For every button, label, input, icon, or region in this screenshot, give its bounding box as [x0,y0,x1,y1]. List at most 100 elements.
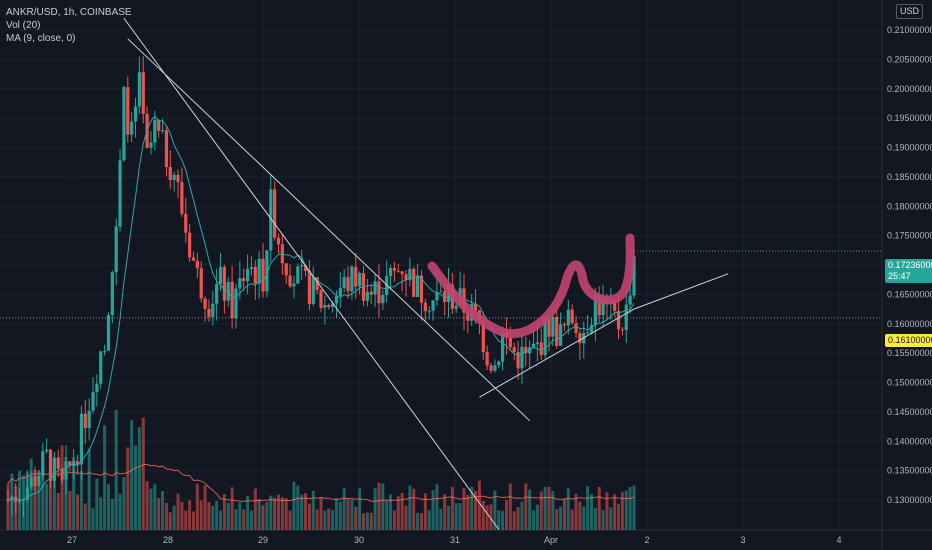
volume-bar [184,510,188,530]
volume-bar [365,512,369,530]
volume-bar [276,494,280,530]
volume-bar [489,504,493,530]
volume-bar [400,492,404,530]
volume-bar [419,512,423,530]
candle-body [33,476,37,486]
candle-body [133,106,138,122]
candle-body [597,295,601,316]
candle-body [172,174,176,181]
volume-bar [628,487,632,530]
volume-bar [49,458,53,530]
volume-bar [122,477,126,530]
volume-bar [137,427,141,530]
candle-body [168,167,172,181]
volume-bar [562,499,566,530]
volume-bar [215,500,219,530]
candle-body [358,273,362,287]
candle-body [369,291,373,295]
volume-bar [331,510,335,530]
ma-line [7,115,635,501]
candle-body [284,263,288,276]
candle-body [242,278,246,282]
volume-bar [439,509,443,530]
volume-bar [443,494,447,530]
candle-body [531,343,536,348]
symbol-label[interactable]: ANKR/USD, 1h, COINBASE [6,7,132,18]
volume-bar [60,445,64,530]
candle-body [184,213,188,233]
candle-body [91,392,95,411]
candle-body [419,275,424,303]
volume-bar [485,505,489,530]
candle-body [423,302,427,312]
volume-bar [103,425,107,530]
candle-body [48,449,53,481]
candle-body [215,283,219,304]
candle-body [551,317,555,337]
currency-badge[interactable]: USD [896,4,924,19]
volume-bar [504,500,508,530]
volume-bar [249,510,253,530]
volume-bar [242,509,246,530]
volume-bar [180,502,184,530]
candle-body [311,277,315,304]
volume-bar [292,481,296,530]
price-tick-label: 0.13500000 [887,466,932,476]
volume-bar [56,492,60,530]
candle-body [616,310,621,330]
volume-bar [188,500,192,530]
volume-bar [385,500,389,530]
candle-body [396,270,400,272]
candle-body [342,277,346,288]
candle-body [593,295,597,326]
volume-bar [95,478,99,530]
candle-body [87,410,91,429]
volume-bar [632,485,636,530]
volume-bar [164,503,168,530]
volume-bar [145,481,149,530]
volume-bar [153,484,157,530]
volume-bar [219,510,223,530]
candle-body [45,449,49,452]
volume-bar [234,509,238,530]
volume-indicator-label[interactable]: Vol (20) [6,20,41,31]
volume-bar [207,502,211,530]
volume-bar [481,500,485,530]
candle-body [346,277,350,292]
candle-body [466,312,470,321]
volume-bar [524,483,528,530]
candle-body [319,290,323,308]
volume-bar [87,448,91,530]
time-tick-label: 2 [644,535,649,545]
candle-body [164,130,169,168]
candle-body [276,237,281,245]
price-tick-label: 0.15000000 [887,378,932,388]
candle-body [566,309,570,326]
volume-bar [589,494,593,530]
candle-body [334,295,339,304]
candle-body [64,461,68,480]
candle-body [195,260,199,269]
candle-body [114,226,118,273]
ma-indicator-label[interactable]: MA (9, close, 0) [6,33,76,44]
candle-body [29,476,33,488]
price-tick-label: 0.14000000 [887,436,932,446]
volume-bar [377,482,381,530]
volume-bar [593,507,597,530]
volume-bar [230,487,234,530]
chart-legend: ANKR/USD, 1h, COINBASE Vol (20) MA (9, c… [6,6,132,45]
candle-body [350,266,354,292]
volume-bar [362,513,366,530]
price-tick-label: 0.13000000 [887,495,932,505]
volume-bar [106,484,110,530]
current-price-badge: 0.17236000 25:47 [885,259,932,283]
candle-body [481,320,485,353]
volume-bar [597,486,601,530]
time-tick-label: Apr [544,535,558,545]
volume-bar [72,457,76,530]
candle-body [307,270,312,304]
candle-body [388,267,393,276]
candle-body [106,315,111,351]
